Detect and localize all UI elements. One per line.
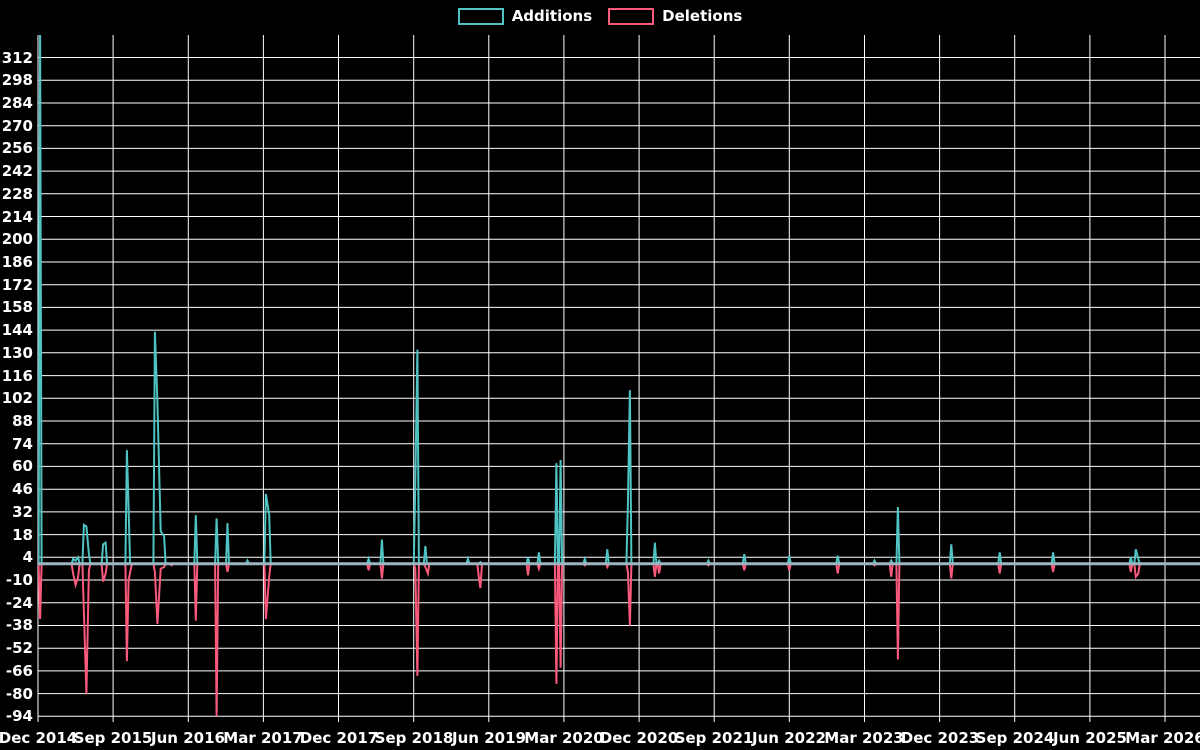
y-tick-label: -80	[5, 685, 33, 703]
x-tick-label: Jun 2016	[151, 729, 225, 747]
x-tick-label: Sep 2018	[374, 729, 454, 747]
y-tick-label: 270	[1, 117, 33, 135]
x-tick-label: Jun 2019	[452, 729, 526, 747]
y-tick-label: 32	[12, 503, 33, 521]
x-tick-label: Mar 2020	[524, 729, 604, 747]
y-tick-label: 158	[1, 298, 33, 316]
x-tick-label: Sep 2021	[674, 729, 754, 747]
y-tick-label: 200	[1, 230, 33, 248]
x-tick-label: Mar 2026	[1125, 729, 1200, 747]
x-tick-label: Dec 2020	[599, 729, 679, 747]
y-tick-label: 284	[1, 94, 33, 112]
y-tick-label: 144	[1, 321, 33, 339]
legend-item-deletions[interactable]: Deletions	[608, 7, 742, 25]
legend-label-additions: Additions	[511, 7, 593, 25]
y-tick-label: 88	[12, 412, 33, 430]
y-tick-label: -66	[5, 662, 33, 680]
deletions-swatch-icon	[608, 7, 655, 25]
y-tick-label: -38	[5, 616, 33, 634]
y-tick-label: -52	[5, 639, 33, 657]
y-tick-label: 4	[22, 548, 33, 566]
x-tick-label: Mar 2017	[223, 729, 303, 747]
y-tick-label: 186	[1, 253, 33, 271]
y-tick-label: 312	[1, 49, 33, 67]
y-tick-label: 172	[1, 276, 33, 294]
additions-swatch-icon	[457, 7, 504, 25]
x-tick-label: Dec 2023	[900, 729, 980, 747]
chart-legend: Additions Deletions	[0, 7, 1200, 25]
y-tick-label: 130	[1, 344, 33, 362]
y-tick-label: 298	[1, 71, 33, 89]
x-tick-label: Mar 2023	[824, 729, 904, 747]
y-tick-label: -24	[5, 594, 33, 612]
y-tick-label: 214	[1, 208, 33, 226]
x-tick-label: Jun 2022	[752, 729, 826, 747]
y-tick-label: 116	[1, 367, 33, 385]
y-tick-label: 256	[1, 139, 33, 157]
x-tick-label: Dec 2014	[0, 729, 78, 747]
x-tick-label: Jun 2025	[1053, 729, 1127, 747]
y-tick-label: 228	[1, 185, 33, 203]
x-tick-label: Sep 2015	[73, 729, 153, 747]
y-tick-label: -94	[5, 707, 33, 725]
y-tick-label: 242	[1, 162, 33, 180]
y-tick-label: 102	[1, 389, 33, 407]
y-tick-label: 18	[12, 526, 33, 544]
additions-series-line	[38, 35, 1199, 565]
y-tick-label: 74	[12, 435, 33, 453]
legend-item-additions[interactable]: Additions	[457, 7, 593, 25]
y-tick-label: 60	[12, 457, 33, 475]
x-tick-label: Sep 2024	[975, 729, 1055, 747]
legend-label-deletions: Deletions	[662, 7, 743, 25]
y-tick-label: -10	[5, 571, 33, 589]
y-tick-label: 46	[12, 480, 33, 498]
x-tick-label: Dec 2017	[299, 729, 379, 747]
